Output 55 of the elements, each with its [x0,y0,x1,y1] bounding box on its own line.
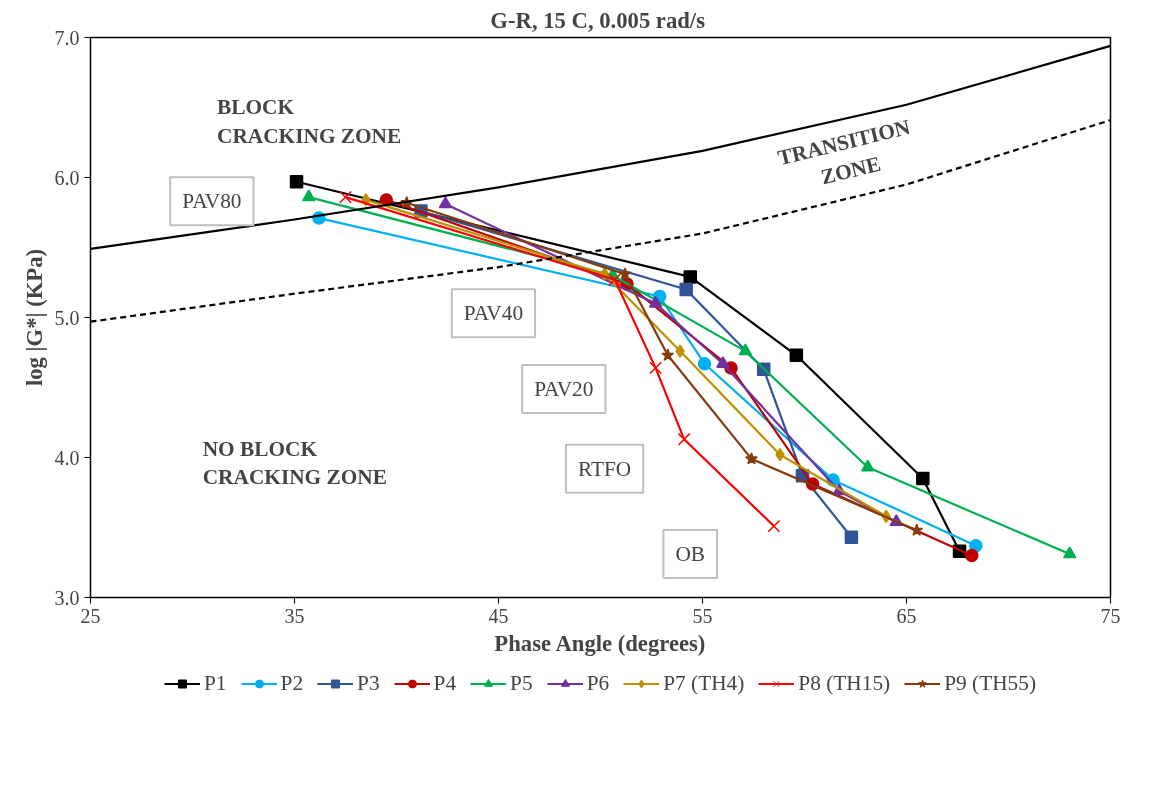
x-tick-label: 65 [896,604,917,627]
legend-label: P9 (TH55) [944,670,1037,696]
y-tick-label: 4.0 [54,446,80,469]
annotation: PAV40 [463,301,524,326]
annotation: BLOCK CRACKING ZONE [216,95,402,148]
legend-label: P7 (TH4) [663,670,745,696]
annotation: OB [675,542,706,567]
point [745,452,758,465]
point [289,174,304,189]
point [767,519,781,533]
point [677,432,691,446]
legend-label: P5 [510,670,533,696]
legend-label: P1 [203,670,227,696]
point [683,270,698,284]
y-tick-label: 6.0 [54,166,80,189]
x-tick-label: 45 [488,604,509,627]
x-tick-label: 75 [1100,604,1121,627]
x-tick-label: 35 [284,604,305,627]
x-axis-title: Phase Angle (degrees) [494,630,706,656]
point [1062,546,1077,559]
point [844,530,859,545]
point [916,471,930,486]
point [860,459,875,472]
x-tick-label: 25 [80,604,101,627]
point [738,343,753,356]
legend-label: P6 [586,670,610,696]
point [302,189,316,202]
point [679,282,693,297]
point [661,348,675,361]
annotation: NO BLOCK CRACKING ZONE [202,436,387,490]
point [965,548,979,563]
point [649,361,662,375]
x-tick-label: 55 [692,604,713,627]
point [618,267,632,280]
point [910,523,924,536]
point [339,190,352,204]
legend-label: P4 [433,670,457,696]
annotation: RTFO [577,456,632,481]
y-tick-label: 7.0 [54,26,80,49]
annotation: PAV20 [534,376,594,401]
y-tick-label: 5.0 [54,306,80,329]
legend-label: P8 (TH15) [798,670,891,696]
point [789,348,804,363]
point [438,196,453,209]
y-tick-label: 3.0 [54,586,80,609]
chart-title: G-R, 15 C, 0.005 rad/s [490,7,706,33]
point [608,273,622,287]
point [648,295,663,308]
annotation: PAV80 [182,189,242,214]
point [716,356,730,368]
point [697,356,712,371]
legend-label: P2 [280,670,304,696]
point [675,344,685,358]
y-axis-title: log |G*| (KPa) [21,248,47,387]
legend-label: P3 [357,670,380,696]
